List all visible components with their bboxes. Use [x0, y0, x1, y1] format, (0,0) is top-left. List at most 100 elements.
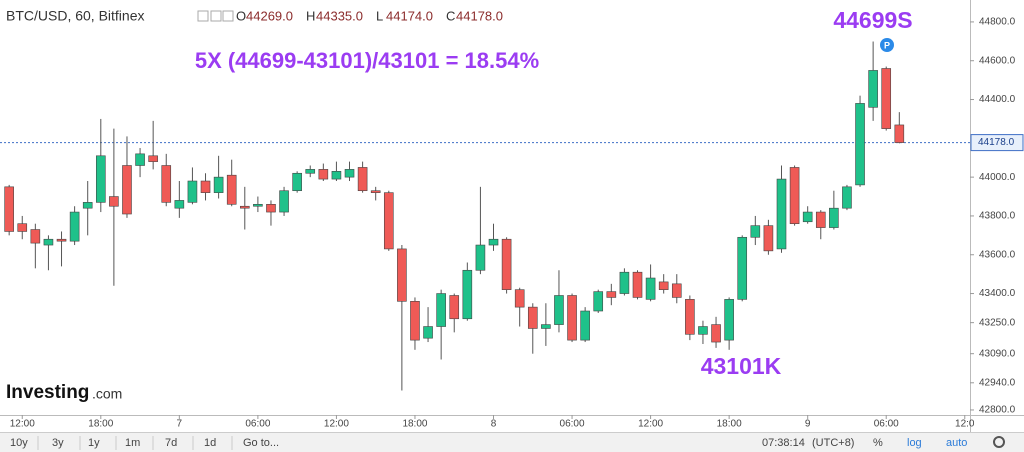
candle-body: [423, 326, 433, 339]
ohlc-key: C: [446, 8, 455, 23]
candle-body: [383, 192, 394, 250]
candle-body: [606, 291, 617, 298]
candle-body: [331, 171, 342, 180]
candle-body: [554, 295, 564, 325]
option-button[interactable]: log: [907, 437, 922, 449]
settings-icon[interactable]: [993, 436, 1005, 448]
candle-body: [17, 223, 28, 232]
x-tick-label: 7: [177, 419, 183, 430]
candle-body: [567, 295, 577, 341]
candle-body: [737, 236, 748, 300]
candle-body: [69, 211, 80, 242]
candle-body: [279, 190, 289, 213]
logo-suffix: .com: [92, 386, 122, 402]
candle-body: [266, 203, 276, 213]
ohlc-value: 44174.0: [386, 8, 433, 23]
candle-body: [776, 178, 787, 250]
range-button[interactable]: 10y: [10, 437, 28, 449]
candle-body: [43, 238, 54, 246]
y-tick-label: 42800.0: [979, 405, 1016, 416]
candle-body: [161, 165, 172, 203]
candle-body: [187, 180, 198, 203]
icon[interactable]: [222, 10, 234, 22]
candle-body: [82, 202, 93, 209]
marker-circle[interactable]: [880, 38, 894, 52]
candle-body: [200, 180, 211, 193]
candle-body: [436, 293, 446, 327]
y-tick-label: 44000.0: [979, 172, 1016, 183]
candle-body: [580, 310, 590, 341]
y-tick-label: 43090.0: [979, 348, 1016, 359]
x-tick-label: 12:00: [324, 419, 349, 430]
candle-body: [658, 281, 669, 290]
candle-body: [95, 155, 106, 203]
annotation: 43101K: [701, 353, 782, 379]
x-tick-label: 06:00: [560, 419, 585, 430]
candle-body: [174, 200, 185, 209]
candle-body: [619, 271, 630, 294]
y-tick-label: 43250.0: [979, 317, 1016, 328]
candle-body: [698, 326, 708, 335]
candle-body: [789, 167, 800, 225]
candle-body: [475, 244, 486, 271]
y-tick-label: 42940.0: [979, 377, 1016, 388]
candle-body: [30, 229, 41, 244]
x-tick-label: 18:00: [717, 419, 742, 430]
range-button[interactable]: 7d: [165, 437, 177, 449]
y-tick-label: 44600.0: [979, 55, 1016, 66]
last-price-box: [970, 134, 1024, 152]
range-button[interactable]: 1m: [125, 437, 140, 449]
candle-body: [4, 186, 14, 232]
candle-body: [253, 203, 263, 207]
goto-button[interactable]: Go to...: [243, 437, 279, 449]
candle-body: [226, 174, 237, 205]
ohlc-value: 44335.0: [316, 8, 363, 23]
ohlc-key: O: [236, 8, 246, 23]
candle-body: [501, 238, 512, 290]
candle-body: [148, 155, 158, 162]
clock: 07:38:14: [762, 437, 805, 449]
candle-body: [815, 211, 826, 228]
ohlc-value: 44178.0: [456, 8, 503, 23]
ohlc-key: H: [306, 8, 315, 23]
candle-body: [397, 248, 407, 302]
candle-body: [318, 169, 329, 180]
icon[interactable]: [210, 10, 222, 22]
candle-body: [527, 306, 538, 329]
x-tick-label: 06:00: [245, 419, 270, 430]
icon[interactable]: [197, 10, 209, 22]
candle-body: [449, 295, 460, 320]
range-button[interactable]: 1y: [88, 437, 100, 449]
candle-body: [239, 205, 250, 209]
candle-body: [344, 169, 355, 178]
toolbar-bg: [0, 433, 1024, 452]
candle-body: [370, 190, 381, 193]
y-tick-label: 44400.0: [979, 94, 1016, 105]
option-button[interactable]: auto: [946, 437, 967, 449]
candle-body: [881, 68, 892, 129]
x-tick-label: 12:0: [955, 419, 975, 430]
x-tick-label: 18:00: [88, 419, 113, 430]
symbol: BTC/USD, 60, Bitfinex: [6, 8, 145, 24]
candle-body: [135, 153, 145, 166]
candle-body: [122, 165, 132, 215]
timezone[interactable]: (UTC+8): [812, 437, 854, 449]
range-button[interactable]: 1d: [204, 437, 216, 449]
candle-body: [462, 269, 473, 320]
ohlc-key: L: [376, 8, 383, 23]
x-tick-label: 12:00: [10, 419, 35, 430]
x-tick-label: 06:00: [874, 419, 899, 430]
x-tick-label: 12:00: [638, 419, 663, 430]
candle-body: [724, 299, 734, 341]
option-button[interactable]: %: [873, 437, 883, 449]
y-tick-label: 43800.0: [979, 211, 1016, 222]
x-tick-label: 8: [491, 419, 497, 430]
candle-body: [410, 301, 420, 341]
candle-body: [685, 299, 695, 335]
range-button[interactable]: 3y: [52, 437, 64, 449]
candle-body: [514, 289, 525, 308]
